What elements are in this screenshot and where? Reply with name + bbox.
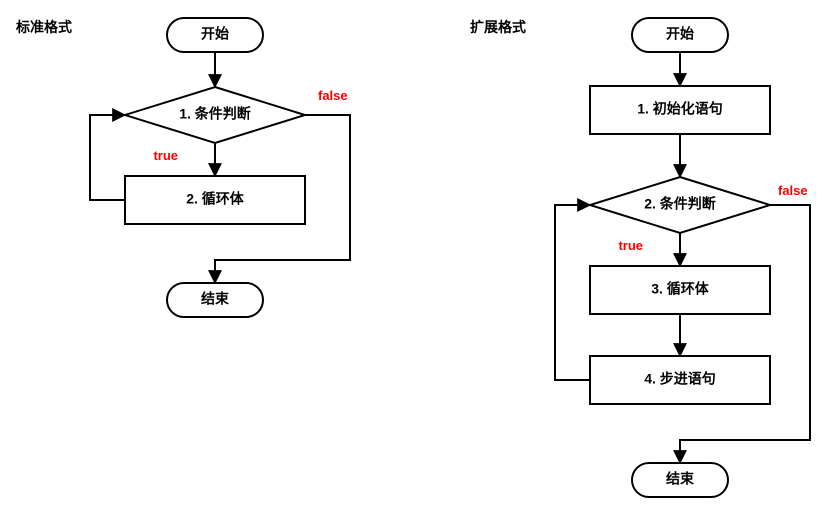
right-node-init: 1. 初始化语句 [590, 86, 770, 134]
left-node-start: 开始 [167, 18, 263, 52]
left-title: 标准格式 [15, 19, 72, 35]
left-node-end: 结束 [167, 283, 263, 317]
right-title: 扩展格式 [470, 19, 526, 35]
right-edge-4 [555, 205, 590, 380]
right-node-cond: 2. 条件判断 [590, 177, 770, 233]
right-node-step: 4. 步进语句 [590, 356, 770, 404]
right-edge-5-label: false [778, 183, 808, 198]
right-node-end-label: 结束 [666, 471, 695, 487]
left-node-end-label: 结束 [201, 291, 230, 307]
right-node-cond-label: 2. 条件判断 [644, 196, 716, 212]
right-edge-2-label: true [618, 238, 643, 253]
left-node-body-label: 2. 循环体 [186, 191, 245, 207]
left-node-body: 2. 循环体 [125, 176, 305, 224]
left-edge-1-label: true [153, 148, 178, 163]
right-node-end: 结束 [632, 463, 728, 497]
left-edge-2 [90, 115, 125, 200]
right-node-init-label: 1. 初始化语句 [637, 101, 723, 117]
right-node-body-label: 3. 循环体 [651, 281, 710, 297]
left-node-cond: 1. 条件判断 [125, 87, 305, 143]
right-node-start-label: 开始 [666, 26, 694, 42]
right-node-body: 3. 循环体 [590, 266, 770, 314]
left-node-start-label: 开始 [201, 26, 229, 42]
right-edge-5 [680, 205, 810, 463]
right-node-step-label: 4. 步进语句 [644, 371, 716, 387]
left-edge-3-label: false [318, 88, 348, 103]
left-node-cond-label: 1. 条件判断 [179, 106, 251, 122]
right-node-start: 开始 [632, 18, 728, 52]
